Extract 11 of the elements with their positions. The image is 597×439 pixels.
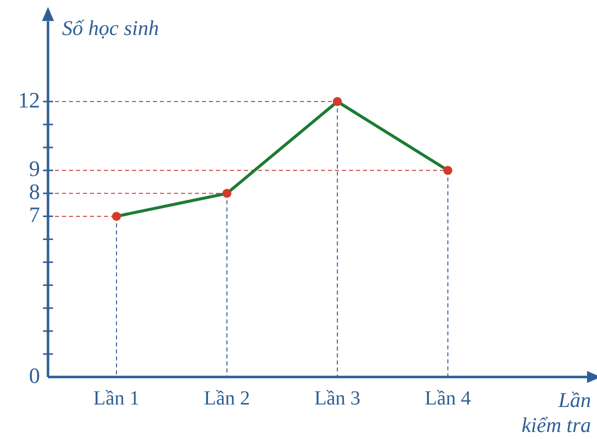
x-tick-label: Lần 1 bbox=[93, 387, 140, 410]
y-tick-label: 9 bbox=[29, 156, 40, 182]
y-tick-label: 7 bbox=[29, 202, 40, 228]
x-tick-label: Lần 2 bbox=[204, 387, 250, 410]
y-tick-label: 0 bbox=[29, 362, 40, 388]
x-tick-label: Lần 3 bbox=[314, 387, 360, 410]
x-tick-label: Lần 4 bbox=[424, 387, 471, 410]
x-axis-title: Lần kiểm tra bbox=[522, 388, 591, 437]
y-tick-label: 12 bbox=[18, 87, 40, 112]
y-axis-title: Số học sinh bbox=[62, 16, 159, 40]
y-tick-label: 8 bbox=[29, 179, 40, 204]
